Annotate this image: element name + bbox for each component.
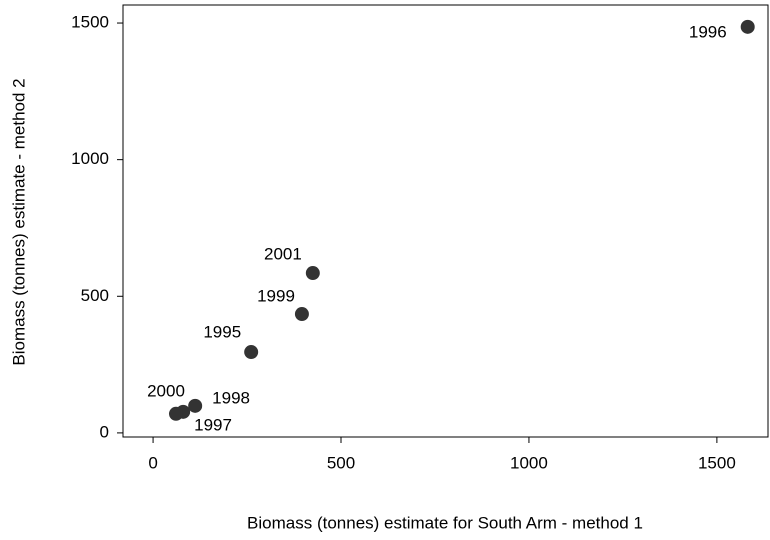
point	[244, 345, 259, 360]
point	[740, 19, 755, 34]
point-label: 1998	[212, 388, 250, 407]
point-label: 2001	[264, 245, 302, 264]
x-tick-label: 1500	[698, 453, 736, 472]
point-label: 1996	[689, 22, 727, 41]
y-tick-label: 500	[81, 286, 109, 305]
x-tick-label: 1000	[510, 453, 548, 472]
y-tick-label: 1500	[71, 13, 109, 32]
plot-frame	[122, 4, 769, 438]
point-label: 2000	[147, 381, 185, 400]
x-tick-label: 500	[327, 453, 355, 472]
point-label: 1999	[257, 287, 295, 306]
x-axis-label: Biomass (tonnes) estimate for South Arm …	[247, 513, 643, 532]
point	[168, 406, 183, 421]
point	[305, 266, 320, 281]
y-tick-label: 1000	[71, 149, 109, 168]
point-label: 1997	[194, 415, 232, 434]
x-tick-label: 0	[148, 453, 157, 472]
y-axis-label: Biomass (tonnes) estimate - method 2	[9, 78, 28, 365]
y-tick-label: 0	[100, 422, 109, 441]
point	[188, 398, 203, 413]
point	[294, 307, 309, 322]
point-label: 1995	[203, 323, 241, 342]
